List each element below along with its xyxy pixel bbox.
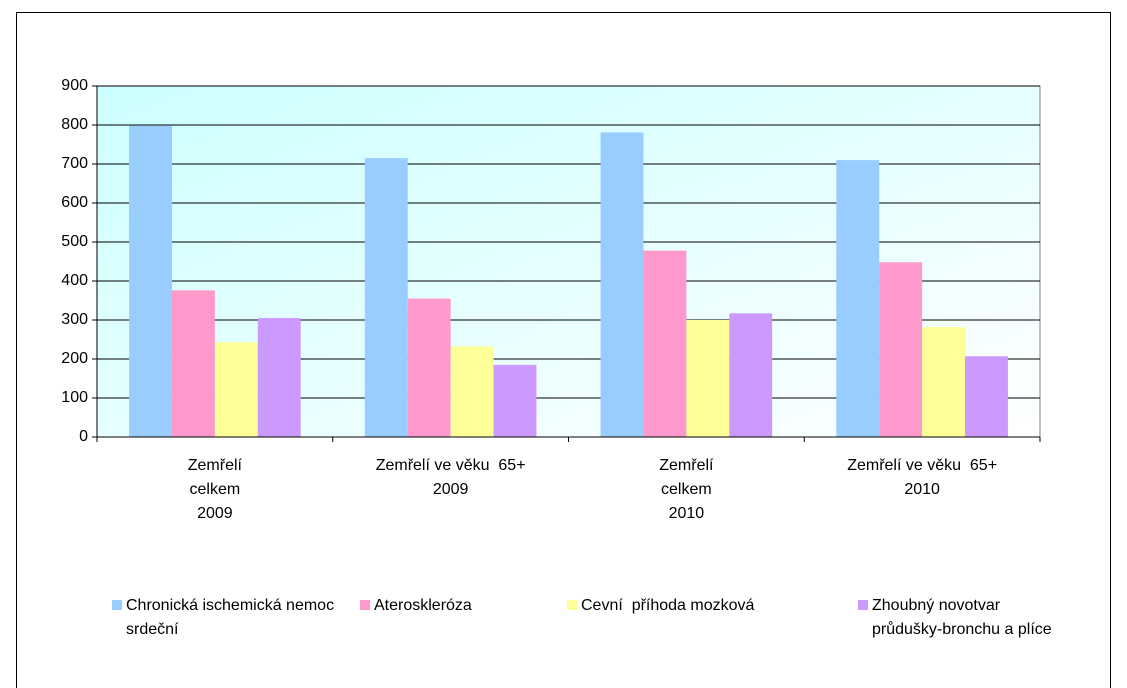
legend-entry: Ateroskleróza: [360, 594, 554, 618]
legend-label: Cevní příhoda mozková: [581, 597, 755, 614]
legend-swatch: [567, 600, 577, 610]
y-tick-label: 800: [61, 116, 88, 133]
legend-entry: Chronická ischemická nemoc srdeční: [112, 594, 356, 642]
y-tick-label: 0: [79, 428, 88, 445]
x-tick-label: 2009: [197, 505, 233, 522]
legend-swatch: [112, 600, 122, 610]
bar: [129, 125, 172, 437]
y-tick-label: 500: [61, 233, 88, 250]
bar: [729, 313, 773, 437]
bar: [214, 342, 258, 437]
y-tick-label: 600: [61, 194, 88, 211]
bar: [407, 298, 451, 437]
x-tick-label: Zemřelí: [659, 457, 714, 474]
x-tick-label: celkem: [190, 481, 241, 498]
bar: [600, 132, 644, 437]
x-tick-label: 2010: [669, 505, 705, 522]
bar: [171, 290, 215, 437]
y-tick-label: 400: [61, 272, 88, 289]
x-tick-label: 2010: [904, 481, 940, 498]
legend-label: Zhoubný novotvar průdušky-bronchu a plíc…: [872, 597, 1052, 638]
bar: [643, 250, 687, 437]
bar: [686, 320, 730, 437]
legend-label: Chronická ischemická nemoc srdeční: [126, 597, 339, 638]
bar: [364, 158, 408, 437]
y-tick-label: 100: [61, 389, 88, 406]
bar: [836, 160, 880, 437]
x-tick-label: 2009: [433, 481, 469, 498]
x-tick-label: Zemřelí: [188, 457, 243, 474]
legend-entry: Zhoubný novotvar průdušky-bronchu a plíc…: [858, 594, 1057, 642]
y-tick-label: 300: [61, 311, 88, 328]
legend-entry: Cevní příhoda mozková: [567, 594, 841, 618]
x-tick-label: Zemřelí ve věku 65+: [847, 457, 997, 474]
legend-swatch: [858, 600, 868, 610]
y-tick-label: 700: [61, 155, 88, 172]
x-tick-label: celkem: [661, 481, 712, 498]
legend-swatch: [360, 600, 370, 610]
bar: [493, 364, 537, 437]
y-tick-label: 200: [61, 350, 88, 367]
bar: [257, 318, 301, 437]
x-tick-label: Zemřelí ve věku 65+: [376, 457, 526, 474]
legend-label: Ateroskleróza: [374, 597, 472, 614]
bar: [879, 262, 923, 437]
bar: [922, 327, 966, 437]
bar: [965, 356, 1008, 437]
bar: [450, 346, 494, 437]
y-tick-label: 900: [61, 77, 88, 94]
